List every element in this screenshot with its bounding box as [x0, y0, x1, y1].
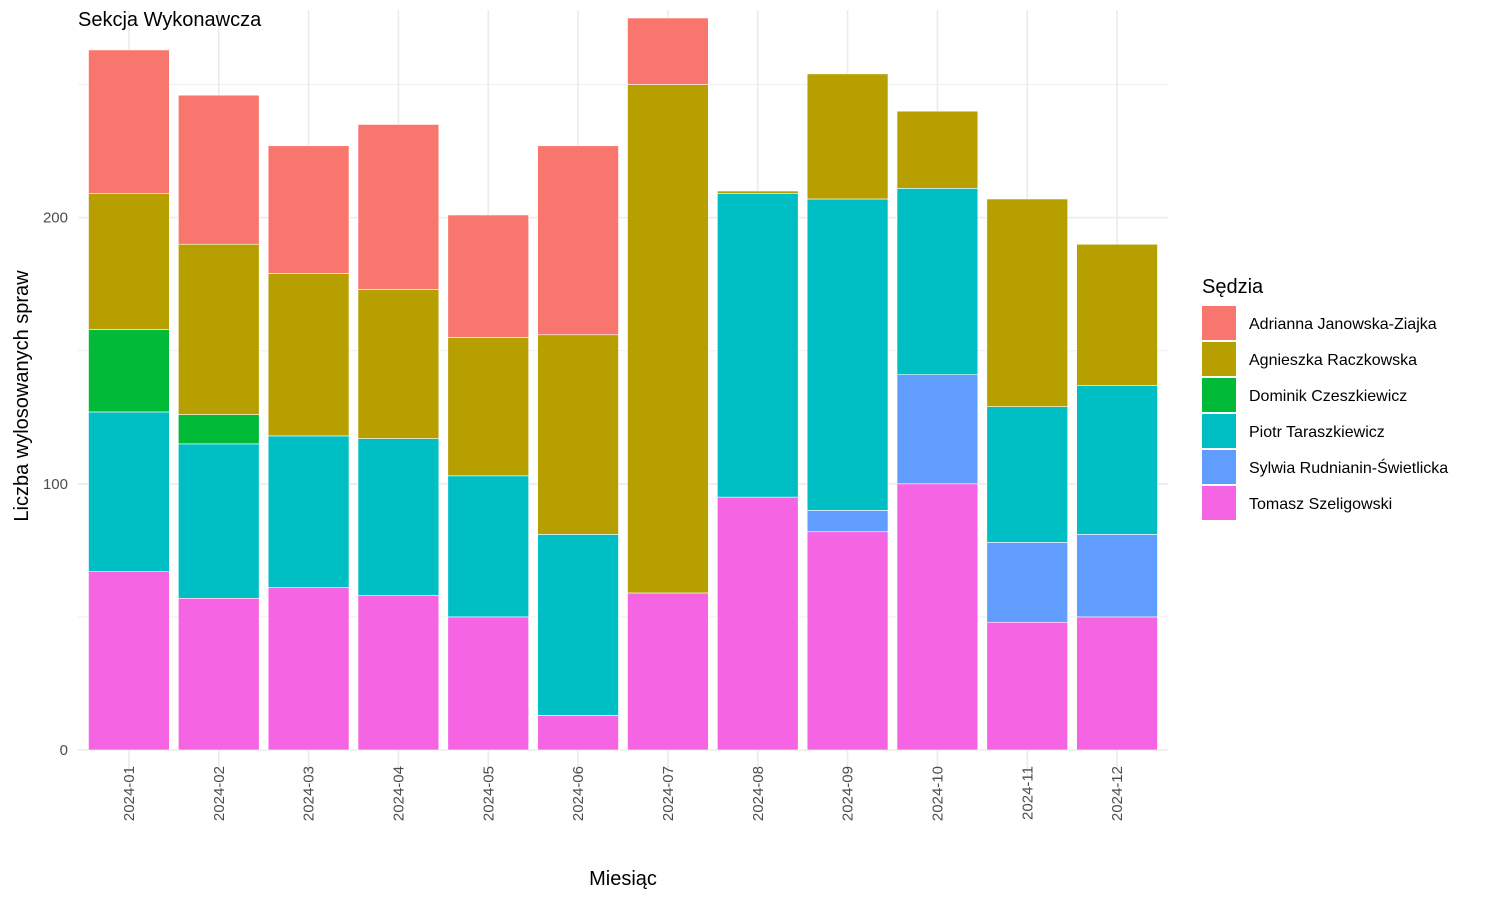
y-axis-ticks: 0 100 200	[43, 210, 68, 759]
bar-segment	[178, 443, 260, 599]
legend-label: Dominik Czeszkiewicz	[1249, 388, 1407, 405]
bar-segment	[896, 188, 979, 375]
chart-title: Sekcja Wykonawcza	[78, 9, 262, 31]
bar-segment	[267, 587, 350, 751]
bar-segment	[537, 534, 619, 716]
y-tick-label: 200	[43, 210, 68, 227]
legend-swatch	[1202, 378, 1236, 412]
bar-segment	[896, 110, 979, 189]
bar-segment	[627, 592, 709, 751]
bars	[88, 17, 1158, 751]
legend-label: Piotr Taraszkiewicz	[1249, 424, 1385, 441]
x-tick-label: 2024-11	[1019, 766, 1036, 820]
bar-segment	[717, 496, 799, 751]
bar-segment	[896, 483, 979, 751]
bar-segment	[88, 329, 170, 413]
x-tick-label: 2024-03	[301, 766, 318, 821]
bar-segment	[267, 145, 350, 274]
x-tick-label: 2024-10	[929, 766, 946, 821]
legend-label: Agnieszka Raczkowska	[1249, 352, 1417, 369]
bar-segment	[178, 414, 260, 445]
bar-segment	[88, 411, 170, 572]
x-axis-title: Miesiąc	[589, 868, 657, 890]
bar-segment	[986, 198, 1068, 407]
legend-label: Sylwia Rudnianin-Świetlicka	[1249, 458, 1448, 477]
bar-segment	[88, 49, 170, 194]
bar-segment	[447, 616, 529, 751]
bar-segment	[537, 715, 619, 751]
bar-segment	[1076, 616, 1158, 751]
bar-segment	[267, 435, 350, 588]
legend-swatch	[1202, 450, 1236, 484]
bar-segment	[178, 243, 260, 415]
bar-segment	[986, 406, 1068, 543]
bar-segment	[806, 73, 889, 200]
bar-segment	[88, 571, 170, 751]
bar-segment	[537, 145, 619, 336]
bar-segment	[1076, 534, 1158, 618]
x-tick-label: 2024-08	[750, 766, 767, 821]
bar-segment	[627, 84, 709, 594]
x-tick-label: 2024-09	[840, 766, 857, 821]
legend-swatch	[1202, 342, 1236, 376]
bar-segment	[537, 334, 619, 535]
legend: Sędzia Adrianna Janowska-Ziajka Agnieszka…	[1202, 276, 1448, 520]
bar-segment	[357, 289, 440, 439]
y-tick-label: 0	[60, 742, 68, 759]
bar-segment	[1076, 243, 1158, 386]
x-tick-label: 2024-02	[211, 766, 228, 821]
bar-segment	[1076, 385, 1158, 535]
x-tick-label: 2024-07	[660, 766, 677, 821]
bar-segment	[627, 17, 709, 85]
y-axis-title: Liczba wylosowanych spraw	[11, 270, 33, 522]
x-tick-label: 2024-04	[390, 766, 407, 821]
bar-segment	[717, 193, 799, 498]
bar-segment	[447, 475, 529, 618]
y-tick-label: 100	[43, 476, 68, 493]
legend-swatch	[1202, 306, 1236, 340]
bar-segment	[806, 198, 889, 511]
bar-segment	[88, 193, 170, 330]
x-tick-label: 2024-06	[570, 766, 587, 821]
bar-segment	[717, 190, 799, 194]
bar-segment	[178, 597, 260, 751]
bar-segment	[267, 273, 350, 437]
bar-segment	[986, 542, 1068, 623]
x-tick-label: 2024-12	[1109, 766, 1126, 821]
legend-swatch	[1202, 486, 1236, 520]
legend-label: Adrianna Janowska-Ziajka	[1249, 316, 1437, 333]
bar-segment	[806, 531, 889, 751]
x-tick-label: 2024-05	[480, 766, 497, 821]
bar-segment	[357, 595, 440, 751]
bar-segment	[357, 438, 440, 596]
bar-segment	[896, 374, 979, 485]
legend-label: Tomasz Szeligowski	[1249, 496, 1392, 513]
bar-segment	[806, 510, 889, 533]
legend-swatch	[1202, 414, 1236, 448]
legend-title: Sędzia	[1202, 276, 1264, 298]
bar-segment	[357, 124, 440, 290]
bar-segment	[986, 621, 1068, 751]
bar-segment	[178, 94, 260, 245]
x-tick-label: 2024-01	[121, 766, 138, 821]
bar-segment	[447, 214, 529, 338]
bar-segment	[447, 337, 529, 477]
x-axis-ticks: 2024-01 2024-02 2024-03 2024-04 2024-05 2024-…	[121, 766, 1126, 821]
